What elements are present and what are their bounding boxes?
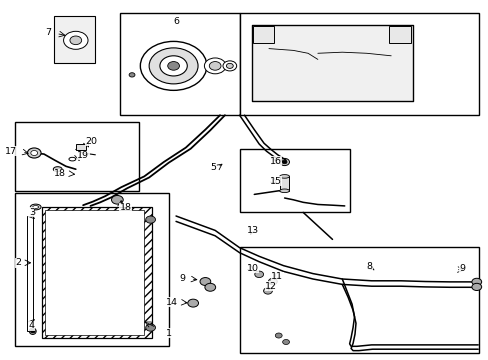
Circle shape — [140, 41, 206, 90]
Text: 4: 4 — [29, 321, 35, 330]
Circle shape — [254, 271, 263, 278]
Bar — [27, 216, 33, 331]
Ellipse shape — [33, 206, 39, 208]
Text: 7: 7 — [45, 28, 51, 37]
Bar — [15, 193, 168, 346]
Circle shape — [209, 62, 221, 70]
Text: 3: 3 — [29, 208, 35, 217]
Text: 9: 9 — [459, 264, 465, 273]
Circle shape — [226, 63, 233, 68]
Circle shape — [27, 148, 41, 158]
Circle shape — [279, 158, 289, 166]
Bar — [120, 13, 239, 115]
Circle shape — [149, 48, 198, 84]
Circle shape — [63, 31, 88, 49]
Text: 17: 17 — [5, 147, 17, 156]
Bar — [15, 122, 139, 191]
Text: 5: 5 — [210, 163, 216, 172]
Circle shape — [471, 278, 481, 285]
Circle shape — [200, 278, 210, 285]
Bar — [45, 210, 144, 335]
Circle shape — [129, 73, 135, 77]
Ellipse shape — [279, 175, 289, 178]
Ellipse shape — [69, 157, 76, 161]
Ellipse shape — [30, 204, 41, 210]
Bar — [279, 176, 289, 191]
Circle shape — [471, 283, 481, 291]
Text: 2: 2 — [15, 258, 21, 267]
Bar — [41, 207, 151, 338]
Circle shape — [31, 150, 38, 156]
Text: 16: 16 — [269, 157, 282, 166]
Text: 8: 8 — [366, 262, 372, 271]
Circle shape — [282, 160, 286, 164]
Text: 14: 14 — [165, 298, 177, 307]
Text: 15: 15 — [269, 177, 282, 186]
Circle shape — [145, 216, 155, 223]
Text: 19: 19 — [77, 151, 89, 160]
Text: 10: 10 — [246, 264, 259, 273]
Text: 13: 13 — [246, 226, 259, 235]
Ellipse shape — [29, 328, 36, 334]
Circle shape — [70, 36, 81, 45]
Circle shape — [30, 329, 35, 333]
Bar — [253, 26, 273, 43]
Text: 1: 1 — [166, 329, 172, 338]
Ellipse shape — [53, 167, 62, 172]
Circle shape — [275, 333, 282, 338]
Text: 11: 11 — [271, 272, 283, 281]
Bar — [239, 149, 349, 212]
Circle shape — [145, 324, 155, 331]
Bar — [388, 26, 410, 43]
Circle shape — [204, 58, 225, 74]
Bar — [76, 144, 85, 150]
Text: 18: 18 — [54, 170, 66, 179]
Text: 18: 18 — [120, 203, 132, 212]
Text: 12: 12 — [264, 282, 277, 291]
Bar — [239, 13, 478, 115]
Text: 6: 6 — [173, 17, 179, 26]
Circle shape — [282, 339, 289, 345]
Circle shape — [187, 299, 198, 307]
Circle shape — [263, 288, 272, 294]
Circle shape — [111, 195, 123, 204]
Ellipse shape — [279, 189, 289, 193]
Circle shape — [223, 61, 236, 71]
Circle shape — [167, 62, 179, 70]
Circle shape — [160, 56, 187, 76]
Circle shape — [204, 283, 215, 291]
Text: 9: 9 — [180, 274, 185, 283]
Circle shape — [268, 278, 277, 285]
Text: 20: 20 — [85, 137, 98, 146]
Bar — [54, 16, 95, 63]
Bar — [239, 247, 478, 353]
Bar — [251, 25, 412, 101]
